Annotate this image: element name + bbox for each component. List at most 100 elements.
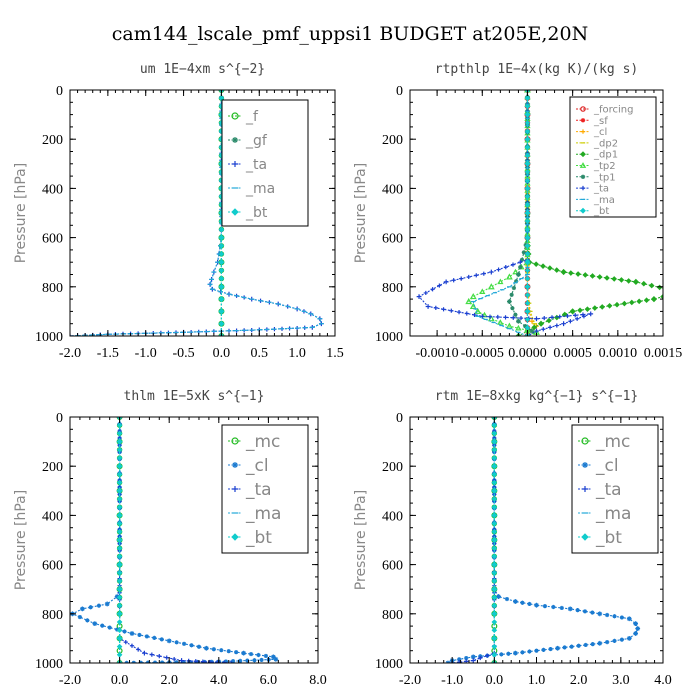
y-tick-label: 600 bbox=[382, 559, 403, 574]
point_ta bbox=[478, 655, 483, 661]
point_dp1 bbox=[618, 277, 625, 283]
point_cl bbox=[129, 631, 135, 636]
point_tp2 bbox=[524, 244, 531, 251]
point_cl bbox=[527, 601, 532, 607]
point_bt bbox=[491, 586, 498, 593]
legend: _mc _cl _ta _ma _bt bbox=[571, 424, 659, 554]
panel-1: um 1E−4xm s^{−2} Pressure [hPa] -2.0 -1.5 -1… bbox=[13, 62, 344, 361]
y-tick-label: 200 bbox=[42, 460, 63, 475]
x-tick-label: 1.0 bbox=[528, 673, 546, 688]
point_ta bbox=[549, 315, 555, 320]
point_cl bbox=[470, 654, 476, 660]
point_ta bbox=[534, 316, 539, 322]
point_cl bbox=[160, 660, 165, 663]
point_cl bbox=[575, 608, 580, 613]
point_cl bbox=[612, 614, 617, 619]
point_bt bbox=[524, 119, 531, 126]
y-tick-label: 400 bbox=[42, 182, 63, 197]
x-tick-label: 0.5 bbox=[251, 346, 269, 361]
point_ta bbox=[149, 652, 154, 657]
point_tp1 bbox=[510, 306, 515, 311]
point_bt bbox=[116, 602, 123, 609]
point_bt bbox=[116, 463, 123, 470]
point_ta bbox=[425, 304, 431, 309]
point_ta bbox=[487, 314, 493, 319]
panel-title: rtpthlp 1E−4x(kg K)/(kg s) bbox=[435, 62, 639, 77]
x-axis: -2.0 -1.0 0.0 1.0 2.0 3.0 4.0 bbox=[399, 417, 672, 688]
x-tick-label: -2.0 bbox=[59, 673, 81, 688]
y-tick-label: 800 bbox=[42, 281, 63, 296]
point_bt bbox=[116, 643, 123, 650]
point_cl bbox=[174, 660, 179, 663]
point_dp1 bbox=[648, 282, 655, 289]
point_cl bbox=[496, 594, 501, 599]
legend-marker bbox=[581, 533, 589, 541]
point_bt bbox=[524, 259, 531, 266]
point_dp1 bbox=[568, 270, 574, 276]
point_cl bbox=[104, 601, 110, 607]
point_cl bbox=[88, 605, 93, 610]
point_dp1 bbox=[665, 287, 670, 292]
y-tick-label: 800 bbox=[382, 281, 403, 296]
point_cl bbox=[234, 650, 239, 655]
legend-marker bbox=[231, 533, 239, 541]
point_cl bbox=[612, 638, 617, 643]
plot-area bbox=[416, 90, 670, 336]
point_bt bbox=[524, 292, 531, 298]
legend-label: _sf bbox=[593, 116, 608, 127]
point_tp1 bbox=[521, 250, 526, 255]
point_ta bbox=[441, 307, 446, 312]
legend-box bbox=[569, 96, 657, 218]
point_tp2 bbox=[512, 268, 519, 275]
point_tp1 bbox=[516, 272, 521, 277]
point_ta bbox=[510, 262, 516, 267]
point_bt bbox=[116, 504, 123, 511]
legend-marker bbox=[580, 106, 586, 112]
point_bt bbox=[524, 128, 531, 134]
point_dp1 bbox=[636, 298, 642, 305]
point_tp2 bbox=[465, 297, 473, 305]
legend-label: _ta bbox=[593, 184, 609, 195]
y-tick-label: 0 bbox=[56, 84, 63, 99]
point_bt bbox=[116, 545, 123, 552]
point_bt bbox=[491, 463, 498, 470]
point_bt bbox=[116, 627, 123, 634]
point_ta bbox=[129, 643, 135, 648]
legend-marker bbox=[231, 208, 239, 216]
point_ta bbox=[433, 305, 438, 310]
point_cl bbox=[597, 611, 603, 617]
legend-label: _bt bbox=[245, 205, 268, 221]
point_cl bbox=[590, 642, 595, 647]
point_bt bbox=[218, 308, 225, 315]
point_bt bbox=[116, 586, 123, 593]
legend-label: _ta bbox=[245, 480, 272, 500]
point_cl bbox=[115, 627, 120, 632]
point_cl bbox=[527, 649, 532, 654]
point_dp1 bbox=[606, 303, 613, 309]
y-axis: 0 200 400 600 800 1000 bbox=[375, 411, 663, 672]
plot-area bbox=[70, 417, 279, 663]
point_dp1 bbox=[628, 299, 635, 306]
point_bt bbox=[524, 226, 531, 233]
point_bt bbox=[491, 651, 498, 658]
point_dp1 bbox=[650, 295, 658, 303]
point_dp1 bbox=[621, 300, 628, 307]
y-tick-label: 0 bbox=[56, 411, 63, 426]
point_bt bbox=[524, 324, 531, 331]
point_cl bbox=[181, 641, 187, 646]
point_cl bbox=[195, 659, 200, 663]
point_dp1 bbox=[640, 280, 647, 287]
x-tick-label: 0.0005 bbox=[553, 346, 592, 361]
point_dp1 bbox=[643, 297, 650, 304]
panel-title: um 1E−4xm s^{−2} bbox=[140, 62, 265, 77]
point_tp2 bbox=[497, 319, 504, 325]
point_dp1 bbox=[584, 306, 591, 312]
point_bt bbox=[218, 226, 225, 233]
point_ta bbox=[518, 315, 524, 321]
point_bt bbox=[116, 528, 123, 535]
point_bt bbox=[491, 520, 498, 527]
panel-title: rtm 1E−8xkg kg^{−1} s^{−1} bbox=[435, 389, 639, 404]
point_bt bbox=[524, 160, 531, 167]
point_cl bbox=[633, 621, 638, 627]
point_bt bbox=[524, 234, 531, 241]
